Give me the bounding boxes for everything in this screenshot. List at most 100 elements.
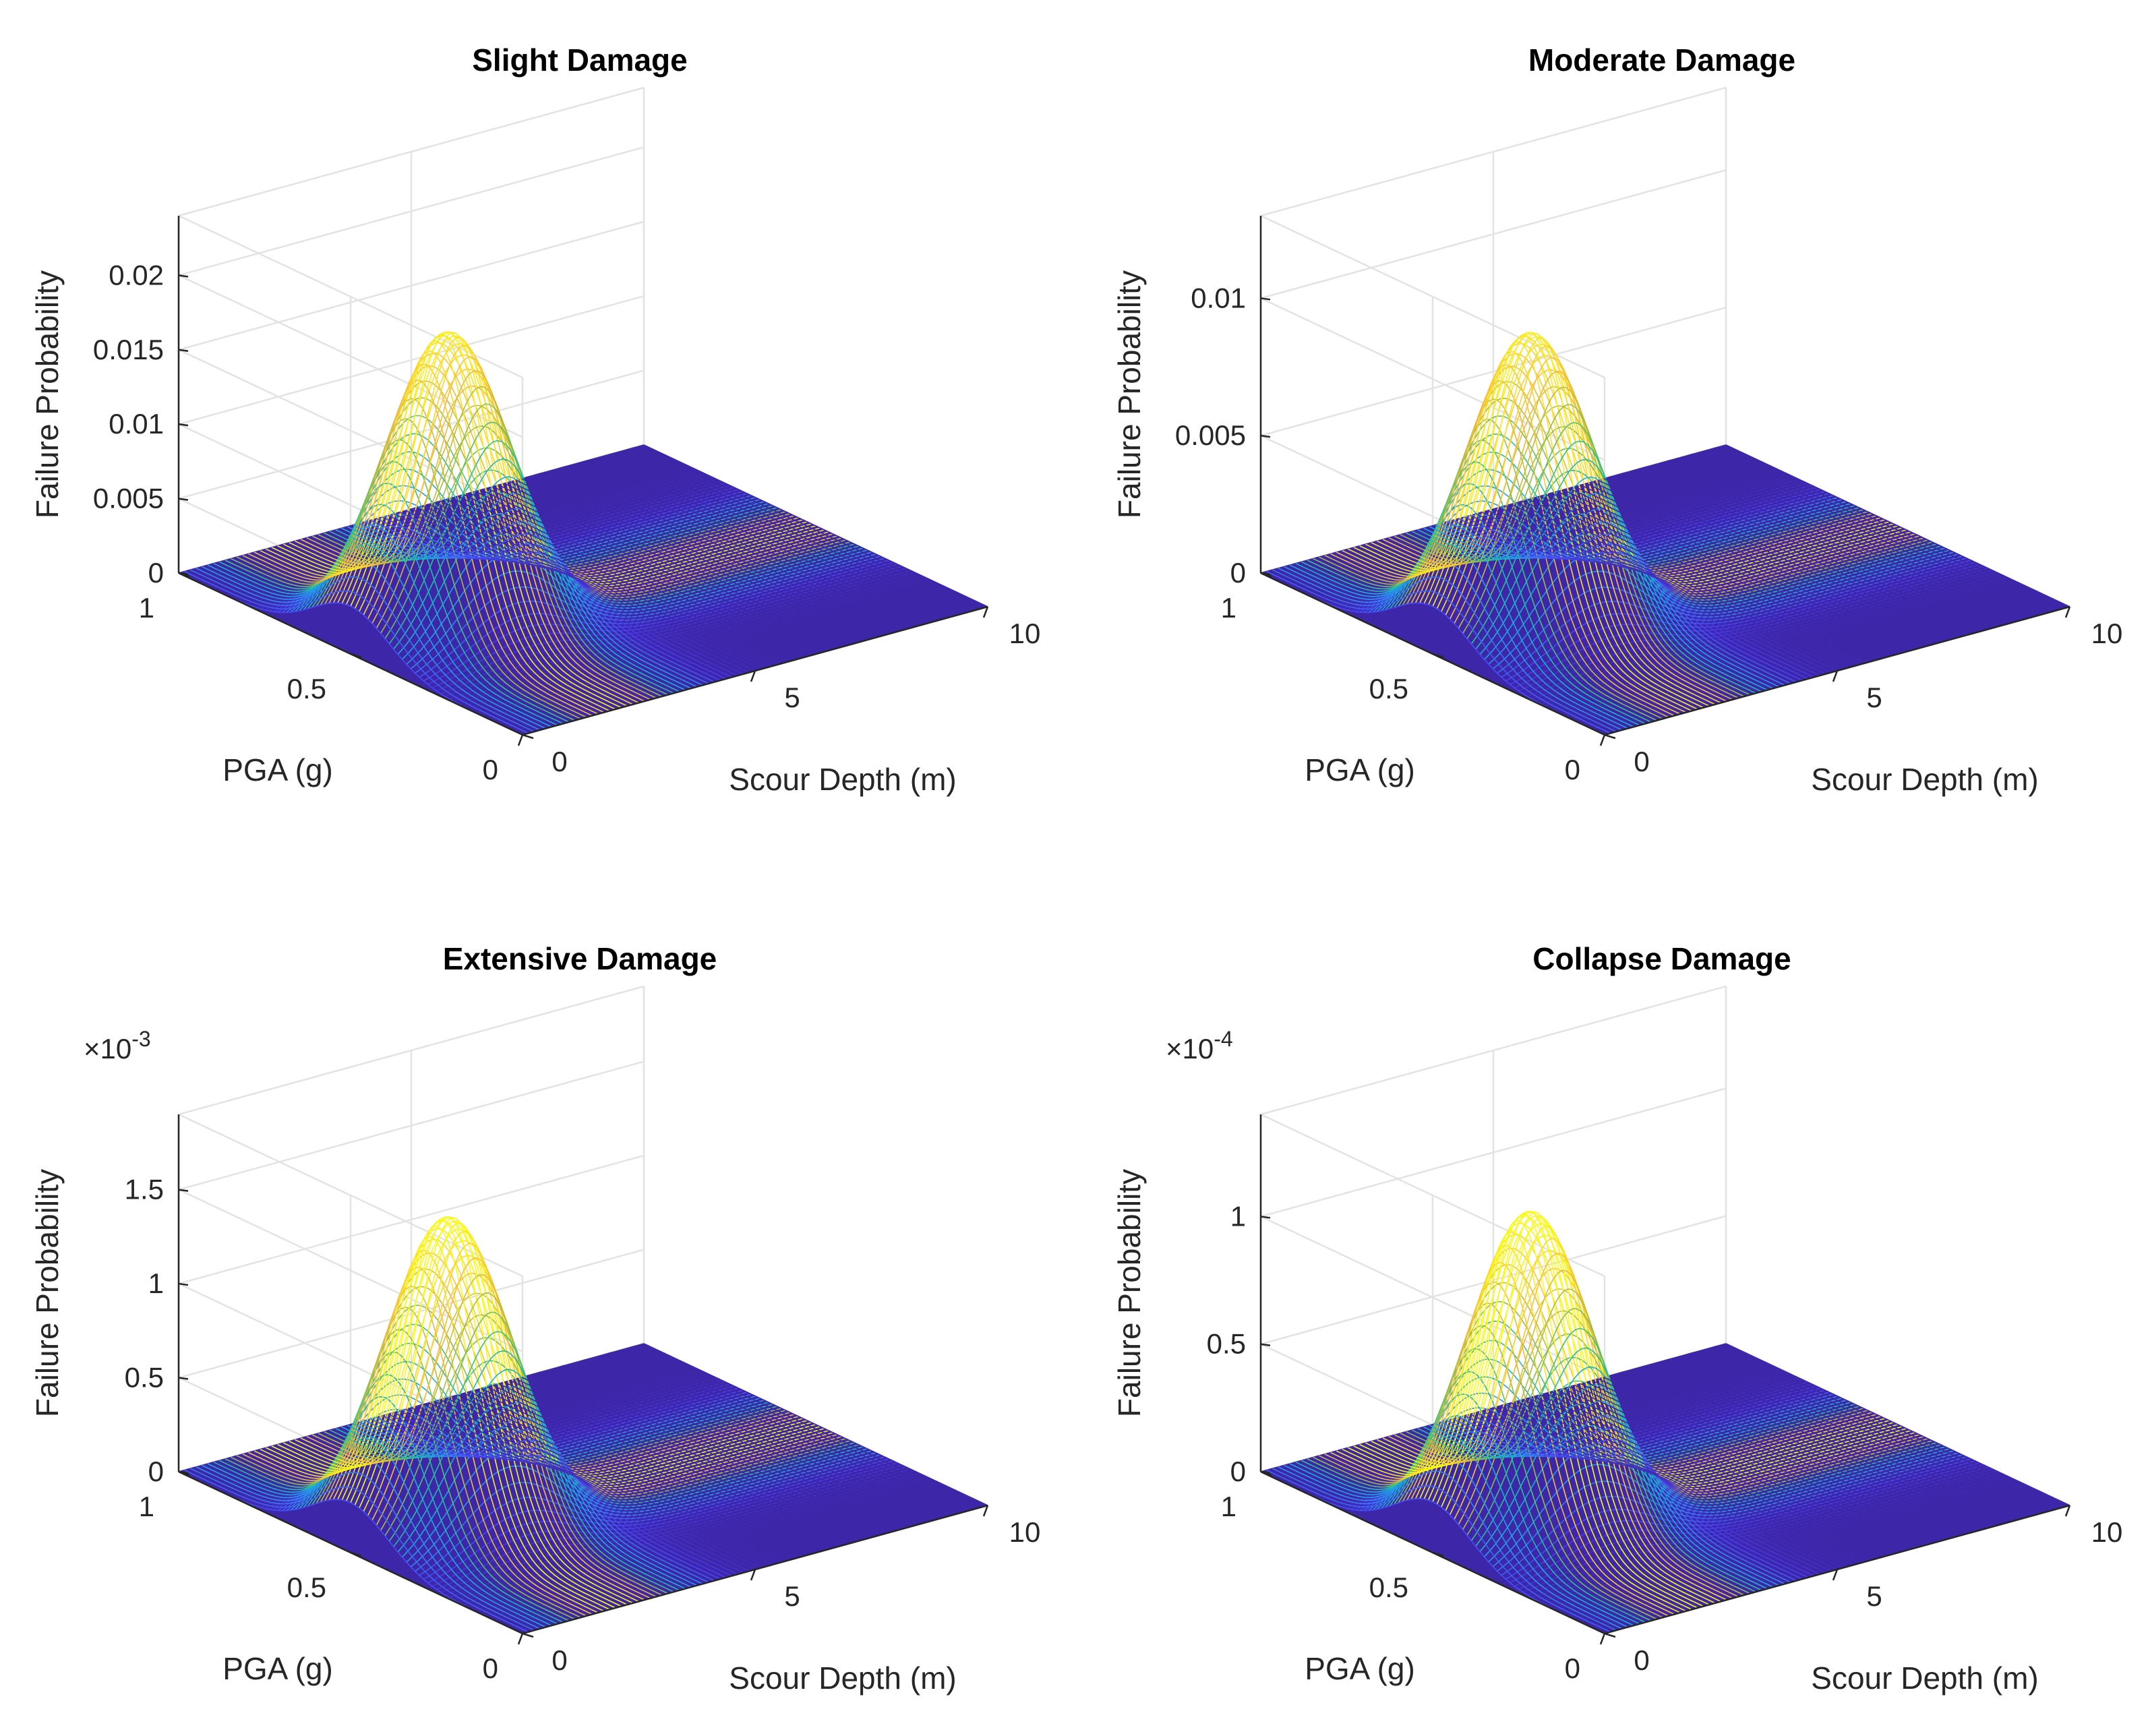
y-tick-label: 1	[1221, 592, 1236, 624]
mesh-line-scour	[585, 1358, 930, 1522]
y-tick	[350, 653, 362, 659]
mesh-line-scour	[1301, 483, 1646, 725]
mesh-line-scour	[579, 1360, 924, 1524]
exponent-power: -4	[1214, 1027, 1232, 1051]
subplot-2: 0 0.005 0.01 0 5 10 0 0.5 1 Moderate Damage Scour …	[1112, 42, 2122, 797]
mesh-line-scour	[1504, 505, 1849, 668]
mesh-line-scour	[1411, 440, 1756, 694]
surface-mesh	[1260, 1211, 2070, 1634]
mesh-line-scour	[1551, 492, 1896, 655]
z-tick-label: 0.02	[109, 259, 164, 291]
mesh-line-scour	[271, 334, 616, 710]
z-tick-label: 1	[148, 1267, 164, 1299]
mesh-line-scour	[632, 447, 977, 611]
mesh-line-scour	[1673, 458, 2018, 622]
x-tick-label: 0	[1634, 1644, 1649, 1676]
x-tick	[1599, 734, 1606, 746]
y-axis-label: PGA (g)	[222, 1651, 333, 1686]
mesh-line-scour	[1487, 1408, 1832, 1572]
mesh-line-scour	[1656, 463, 2000, 627]
x-tick-label: 10	[1009, 618, 1041, 649]
mesh-line-scour	[1667, 460, 2012, 624]
mesh-line-scour	[620, 450, 965, 614]
z-tick-label: 0.01	[1191, 282, 1246, 313]
mesh-line-scour	[388, 514, 732, 678]
mesh-line-scour	[1603, 1377, 1948, 1540]
mesh-line-scour	[1603, 478, 1948, 641]
exponent-label: ×10-3	[84, 1027, 151, 1065]
mesh-line-scour	[1371, 337, 1716, 705]
y-axis-label: PGA (g)	[222, 752, 333, 787]
mesh-line-scour	[324, 1311, 668, 1594]
mesh-line-scour	[1725, 1343, 2070, 1506]
mesh-line-scour	[1685, 1354, 2029, 1518]
mesh-line-scour	[1452, 1418, 1797, 1582]
mesh-line-scour	[510, 481, 854, 645]
x-tick	[1832, 1569, 1839, 1581]
y-tick	[1260, 1470, 1272, 1476]
mesh-line-scour	[1644, 467, 1989, 630]
mesh-line-scour	[1336, 364, 1681, 715]
mesh-line-scour	[545, 1370, 889, 1534]
mesh-line-scour	[1522, 500, 1867, 663]
mesh-line-scour	[527, 1375, 872, 1538]
mesh-line-scour	[219, 1374, 564, 1623]
mesh-line-scour	[341, 1369, 686, 1590]
mesh-line-scour	[1284, 543, 1628, 729]
mesh-line-scour	[434, 502, 779, 665]
mesh-line-scour	[1510, 1402, 1855, 1565]
z-tick-label: 0	[148, 1456, 164, 1487]
mesh-line-scour	[295, 1231, 639, 1603]
exponent-base: ×10	[1166, 1033, 1214, 1065]
mesh-line-scour	[260, 350, 605, 713]
z-tick-label: 1	[1230, 1200, 1246, 1232]
mesh-line-scour	[591, 1357, 936, 1521]
mesh-line-scour	[1452, 519, 1797, 683]
mesh-line-scour	[1336, 1245, 1681, 1613]
mesh-line-scour	[556, 1367, 901, 1530]
mesh-line-scour	[492, 485, 837, 649]
y-tick	[1432, 653, 1444, 659]
mesh-line-scour	[492, 1384, 837, 1548]
mesh-line-scour	[1702, 1349, 2047, 1513]
z-tick-label: 0.5	[1207, 1328, 1246, 1360]
mesh-line-scour	[1621, 473, 1966, 636]
y-tick	[1260, 572, 1272, 578]
mesh-line-scour	[608, 454, 953, 617]
mesh-line-scour	[486, 487, 831, 651]
mesh-line-scour	[1446, 1420, 1791, 1583]
mesh-line-scour	[184, 570, 529, 734]
z-tick	[1260, 1343, 1271, 1346]
x-tick	[1599, 1633, 1606, 1645]
mesh-line-scour	[521, 1377, 866, 1540]
mesh-line-scour	[550, 1369, 895, 1532]
z-tick-label: 1.5	[125, 1174, 164, 1205]
mesh-line-scour	[1516, 1400, 1861, 1564]
mesh-line-scour	[300, 356, 645, 702]
y-tick	[522, 734, 534, 740]
mesh-line-scour	[498, 484, 843, 648]
mesh-line-scour	[1568, 1386, 1913, 1549]
x-tick	[750, 1569, 756, 1581]
mesh-line-scour	[335, 1350, 680, 1591]
y-tick	[522, 1632, 534, 1638]
mesh-line-scour	[312, 386, 657, 699]
mesh-line-scour	[1696, 1351, 2041, 1514]
z-tick	[178, 1377, 189, 1380]
mesh-line-scour	[620, 1349, 965, 1513]
mesh-line-scour	[300, 1243, 645, 1600]
mesh-line-scour	[271, 1219, 616, 1609]
mesh-line-scour	[603, 455, 947, 619]
x-tick-label: 0	[551, 746, 567, 777]
mesh-line-scour	[231, 1328, 575, 1620]
mesh-line-scour	[562, 1365, 907, 1528]
x-tick-label: 0	[1634, 746, 1649, 777]
mesh-line-scour	[1638, 468, 1983, 632]
mesh-line-scour	[1679, 457, 2024, 620]
subplot-title: Collapse Damage	[1532, 941, 1791, 976]
mesh-line-scour	[1289, 524, 1634, 727]
mesh-line-scour	[626, 1348, 971, 1511]
mesh-line-scour	[382, 516, 727, 680]
mesh-line-scour	[388, 1413, 732, 1577]
